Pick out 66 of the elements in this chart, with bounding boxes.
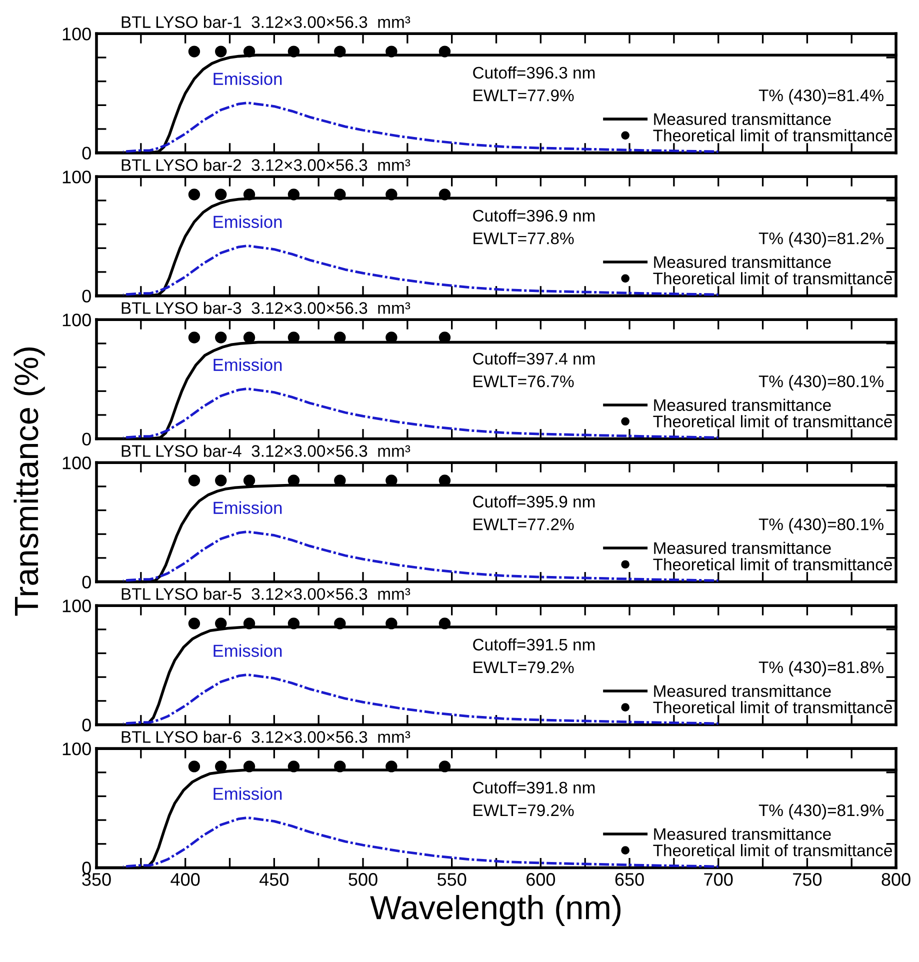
- annotation: Cutoff=396.9 nm: [473, 209, 595, 222]
- annotation: EWLT=79.2%: [474, 661, 574, 674]
- annotation: EWLT=77.2%: [474, 518, 574, 530]
- annotation: Cutoff=396.3 nm: [473, 66, 595, 79]
- x-tick-label: 450: [260, 873, 289, 886]
- legend-label: Measured transmittance: [654, 828, 831, 840]
- y-tick-label: 0: [82, 432, 91, 446]
- annotation: Cutoff=395.9 nm: [473, 495, 595, 508]
- annotation: T% (430)=80.1%: [758, 375, 884, 391]
- y-tick-label: 100: [62, 742, 91, 756]
- x-tick-label: 800: [882, 873, 910, 886]
- chart-title: BTL LYSO bar-6 3.12×3.00×56.3 mm³: [122, 730, 410, 743]
- x-tick-label: 550: [438, 873, 466, 886]
- chart-title: BTL LYSO bar-4 3.12×3.00×56.3 mm³: [122, 444, 410, 457]
- y-tick-label: 100: [62, 456, 91, 470]
- y-tick-label: 100: [62, 170, 91, 184]
- y-tick-label: 0: [82, 576, 91, 588]
- legend-label: Measured transmittance: [654, 398, 831, 412]
- y-tick-label: 100: [62, 600, 91, 612]
- x-tick-label: 500: [348, 873, 378, 886]
- x-tick-label: 400: [170, 873, 200, 886]
- chart-title: BTL LYSO bar-3 3.12×3.00×56.3 mm³: [122, 302, 410, 314]
- series-label: Emission: [214, 72, 282, 86]
- x-axis-title: Wavelength (nm): [370, 894, 620, 926]
- annotation: T% (430)=81.8%: [758, 660, 884, 677]
- annotation: T% (430)=81.2%: [758, 232, 884, 248]
- series-label: Emission: [214, 787, 282, 800]
- annotation: T% (430)=80.1%: [758, 518, 884, 534]
- annotation: T% (430)=81.9%: [758, 804, 884, 820]
- y-tick-label: 0: [82, 718, 91, 732]
- legend-label: Theoretical limit of transmittance: [653, 844, 892, 856]
- y-tick-label: 100: [62, 314, 91, 326]
- y-tick-label: 0: [82, 290, 91, 303]
- y-tick-label: 100: [62, 28, 91, 40]
- series-label: Emission: [214, 501, 282, 514]
- annotation: T% (430)=81.4%: [758, 89, 884, 105]
- legend-label: Theoretical limit of transmittance: [653, 415, 892, 428]
- y-axis-title: Transmittance (%): [14, 348, 45, 616]
- series-label: Emission: [214, 215, 282, 228]
- annotation: EWLT=77.9%: [474, 89, 574, 102]
- annotation: Cutoff=391.5 nm: [473, 638, 595, 651]
- legend-label: Theoretical limit of transmittance: [653, 558, 892, 570]
- x-tick-label: 600: [526, 873, 556, 886]
- annotation: EWLT=76.7%: [474, 375, 574, 388]
- legend-label: Measured transmittance: [654, 256, 831, 268]
- annotation: Cutoff=397.4 nm: [473, 352, 595, 365]
- legend-label: Theoretical limit of transmittance: [653, 701, 892, 714]
- chart-title: BTL LYSO bar-1 3.12×3.00×56.3 mm³: [122, 16, 410, 28]
- chart-title: BTL LYSO bar-2 3.12×3.00×56.3 mm³: [122, 158, 410, 171]
- legend-label: Theoretical limit of transmittance: [653, 272, 892, 284]
- annotation: EWLT=77.8%: [474, 232, 574, 244]
- series-label: Emission: [214, 644, 282, 657]
- legend-label: Measured transmittance: [654, 684, 831, 697]
- x-tick-label: 750: [793, 873, 822, 886]
- annotation: EWLT=79.2%: [474, 804, 574, 816]
- annotation: Cutoff=391.8 nm: [473, 781, 595, 794]
- x-tick-label: 350: [82, 873, 111, 886]
- legend-label: Theoretical limit of transmittance: [653, 129, 892, 142]
- x-tick-label: 650: [615, 873, 644, 886]
- series-label: Emission: [214, 358, 282, 372]
- legend-label: Measured transmittance: [654, 542, 831, 554]
- x-tick-label: 700: [704, 873, 733, 886]
- y-tick-label: 0: [82, 862, 91, 874]
- chart-title: BTL LYSO bar-5 3.12×3.00×56.3 mm³: [122, 588, 410, 600]
- legend-label: Measured transmittance: [654, 112, 831, 126]
- y-tick-label: 0: [82, 146, 91, 160]
